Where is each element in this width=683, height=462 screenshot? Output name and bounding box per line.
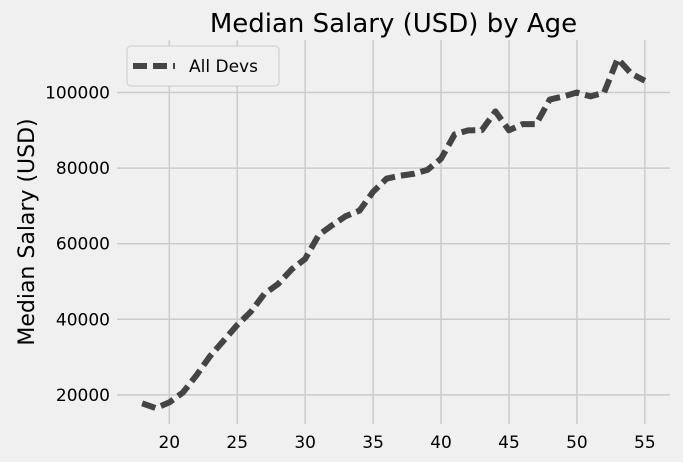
series-line-all-devs <box>141 55 647 412</box>
x-tick-labels: 20 25 30 35 40 45 50 55 <box>158 433 655 453</box>
y-tick-labels: 20000 40000 60000 80000 100000 <box>45 84 110 406</box>
x-tick-label: 20 <box>158 433 180 453</box>
y-tick-label: 100000 <box>45 84 110 104</box>
x-tick-label: 35 <box>362 433 384 453</box>
legend-label-all-devs: All Devs <box>189 57 258 77</box>
legend: All Devs <box>126 45 280 87</box>
legend-box <box>126 45 280 87</box>
y-tick-label: 80000 <box>56 159 110 179</box>
x-tick-label: 25 <box>226 433 248 453</box>
x-tick-label: 55 <box>634 433 656 453</box>
y-tick-label: 20000 <box>56 386 110 406</box>
y-tick-label: 40000 <box>56 310 110 330</box>
x-tick-label: 30 <box>294 433 316 453</box>
x-tick-label: 40 <box>430 433 452 453</box>
x-tick-label: 45 <box>498 433 520 453</box>
series-layer <box>141 55 647 412</box>
y-axis-label: Median Salary (USD) <box>15 118 40 345</box>
chart-title: Median Salary (USD) by Age <box>210 9 577 39</box>
grid <box>117 40 670 424</box>
y-tick-label: 60000 <box>56 235 110 255</box>
x-tick-label: 50 <box>566 433 588 453</box>
